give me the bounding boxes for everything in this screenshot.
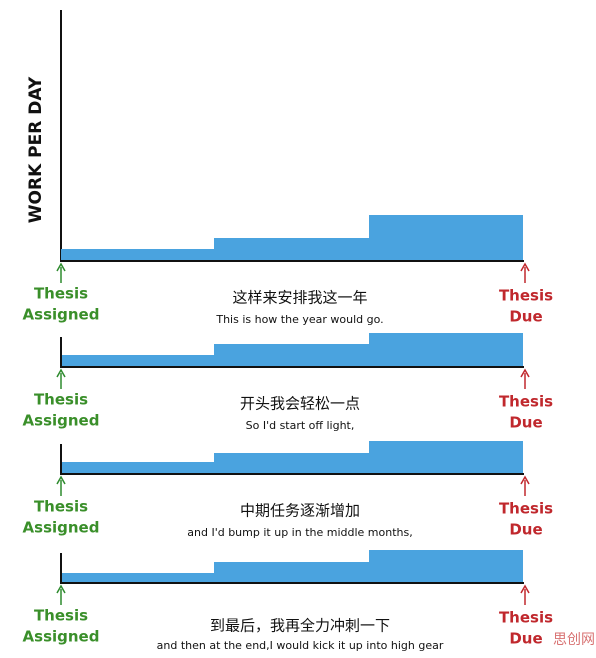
due-label: Thesis bbox=[499, 393, 553, 411]
due-label: Thesis bbox=[499, 609, 553, 627]
due-arrowhead bbox=[520, 475, 530, 485]
start-label: Thesis bbox=[34, 391, 88, 409]
due-label: Due bbox=[509, 414, 542, 432]
work-step bbox=[214, 453, 369, 474]
work-step bbox=[61, 462, 214, 474]
due-label: Thesis bbox=[499, 500, 553, 518]
work-step bbox=[369, 441, 523, 474]
due-arrowhead bbox=[520, 584, 530, 594]
work-step bbox=[214, 238, 369, 261]
work-step bbox=[214, 344, 369, 367]
work-step bbox=[214, 562, 369, 583]
start-label: Assigned bbox=[23, 412, 100, 430]
start-label: Assigned bbox=[23, 628, 100, 646]
start-label: Thesis bbox=[34, 498, 88, 516]
due-arrowhead bbox=[520, 262, 530, 272]
subtitle-en: So I'd start off light, bbox=[246, 419, 355, 432]
due-label: Thesis bbox=[499, 287, 553, 305]
due-label: Due bbox=[509, 630, 542, 648]
subtitle-en: and I'd bump it up in the middle months, bbox=[187, 526, 412, 539]
start-arrowhead bbox=[56, 368, 66, 378]
subtitle-en: This is how the year would go. bbox=[215, 313, 383, 326]
start-label: Assigned bbox=[23, 519, 100, 537]
due-label: Due bbox=[509, 308, 542, 326]
work-step bbox=[61, 249, 214, 261]
work-step bbox=[369, 333, 523, 367]
work-step bbox=[61, 573, 214, 583]
watermark: 思创网 bbox=[553, 632, 595, 648]
subtitle-zh: 这样来安排我这一年 bbox=[232, 289, 367, 307]
subtitle-en: and then at the end,I would kick it up i… bbox=[157, 639, 444, 652]
due-arrowhead bbox=[520, 368, 530, 378]
axis-label: WORK PER DAY bbox=[26, 76, 46, 223]
start-label: Thesis bbox=[34, 285, 88, 303]
work-step bbox=[369, 215, 523, 261]
work-step bbox=[61, 355, 214, 367]
start-label: Assigned bbox=[23, 306, 100, 324]
subtitle-zh: 开头我会轻松一点 bbox=[240, 395, 360, 413]
start-arrowhead bbox=[56, 475, 66, 485]
subtitle-zh: 到最后，我再全力冲刺一下 bbox=[210, 617, 390, 635]
start-label: Thesis bbox=[34, 607, 88, 625]
start-arrowhead bbox=[56, 584, 66, 594]
subtitle-zh: 中期任务逐渐增加 bbox=[240, 502, 360, 520]
due-label: Due bbox=[509, 521, 542, 539]
work-step bbox=[369, 550, 523, 583]
start-arrowhead bbox=[56, 262, 66, 272]
